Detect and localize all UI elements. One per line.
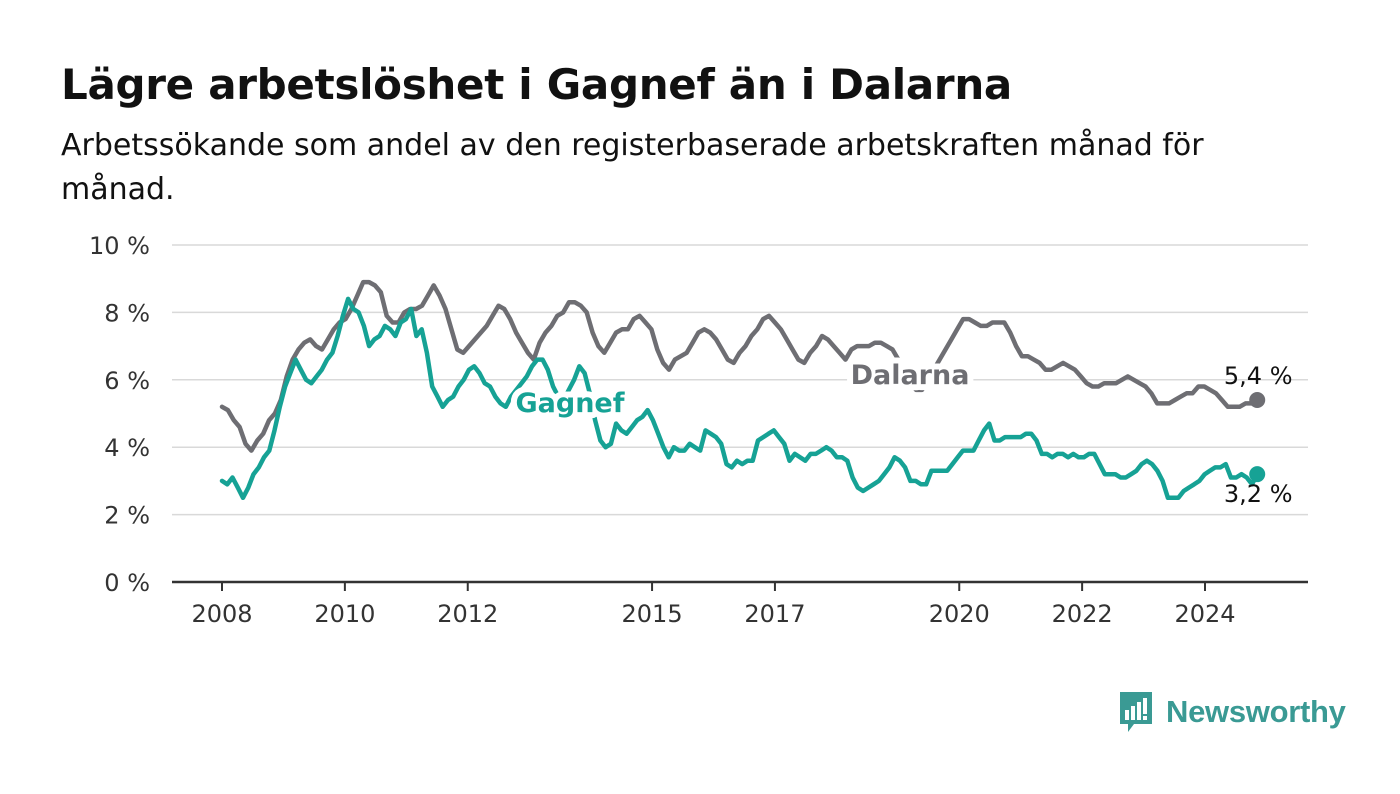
end-value-label-dalarna: 5,4 %: [1224, 362, 1293, 390]
brand-name: Newsworthy: [1166, 694, 1346, 729]
y-tick-label: 2 %: [104, 502, 150, 530]
y-axis-ticks: 0 % 2 % 4 % 6 % 8 % 10 %: [89, 232, 150, 597]
x-tick-label: 2017: [744, 600, 805, 628]
y-tick-label: 0 %: [104, 569, 150, 597]
x-tick-label: 2015: [622, 600, 683, 628]
x-tick-label: 2022: [1052, 600, 1113, 628]
end-point-dalarna: [1249, 392, 1266, 409]
chart-subtitle: Arbetssökande som andel av den registerb…: [61, 128, 1204, 207]
x-axis-ticks: 2008 2010 2012 2015 2017 2020 2022 2024: [191, 582, 1236, 628]
series-name-label-gagnef: Gagnef: [516, 388, 625, 419]
gridlines: [172, 244, 1308, 584]
y-tick-label: 6 %: [104, 367, 150, 395]
newsworthy-bar-chart-icon: [1120, 692, 1152, 732]
y-tick-label: 10 %: [89, 232, 150, 260]
x-tick-label: 2024: [1174, 600, 1235, 628]
y-tick-label: 8 %: [104, 299, 150, 327]
y-tick-label: 4 %: [104, 434, 150, 462]
end-point-gagnef: [1249, 466, 1266, 483]
series-label-halo: Dalarna: [851, 360, 970, 391]
series-label-halo: Gagnef: [516, 388, 625, 419]
x-tick-label: 2020: [929, 600, 990, 628]
x-tick-label: 2010: [314, 600, 375, 628]
series-line-gagnef: [219, 296, 1260, 501]
end-value-label-gagnef: 3,2 %: [1224, 480, 1293, 508]
x-tick-label: 2012: [437, 600, 498, 628]
brand-logo: Newsworthy: [1118, 690, 1346, 734]
x-tick-label: 2008: [191, 600, 252, 628]
series-line-dalarna: [219, 279, 1260, 453]
series-lines: [219, 279, 1266, 501]
series-name-label-dalarna: Dalarna: [851, 360, 970, 391]
chart-title: Lägre arbetslöshet i Gagnef än i Dalarna: [61, 60, 1012, 109]
